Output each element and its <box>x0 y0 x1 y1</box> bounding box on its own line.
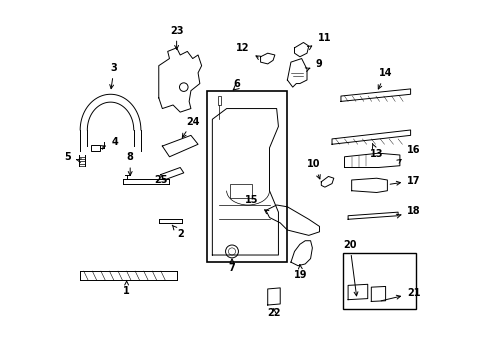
Text: 11: 11 <box>307 33 330 50</box>
Text: 9: 9 <box>305 59 322 72</box>
Text: 23: 23 <box>169 26 183 49</box>
Text: 17: 17 <box>389 176 420 185</box>
Text: 19: 19 <box>294 265 307 280</box>
Text: 18: 18 <box>395 206 420 218</box>
Text: 6: 6 <box>233 79 240 89</box>
Text: 14: 14 <box>377 68 391 89</box>
Bar <box>230 184 251 198</box>
Text: 25: 25 <box>154 175 167 185</box>
Text: 5: 5 <box>63 152 81 163</box>
Text: 20: 20 <box>343 240 357 296</box>
Text: 2: 2 <box>172 225 183 239</box>
Text: 16: 16 <box>396 145 420 163</box>
Text: 1: 1 <box>123 281 130 296</box>
Text: 24: 24 <box>182 117 199 138</box>
Text: 21: 21 <box>380 288 420 301</box>
Text: 4: 4 <box>101 137 118 149</box>
Text: 15: 15 <box>245 195 268 214</box>
Bar <box>91 145 100 152</box>
Bar <box>342 253 415 309</box>
Text: 10: 10 <box>307 159 320 179</box>
Text: 3: 3 <box>109 63 117 89</box>
Bar <box>217 96 221 105</box>
Text: 7: 7 <box>228 259 235 273</box>
Text: 13: 13 <box>369 143 383 159</box>
Text: 8: 8 <box>126 152 133 175</box>
Bar <box>206 91 287 262</box>
Text: 12: 12 <box>236 44 260 59</box>
Text: 22: 22 <box>266 308 280 318</box>
